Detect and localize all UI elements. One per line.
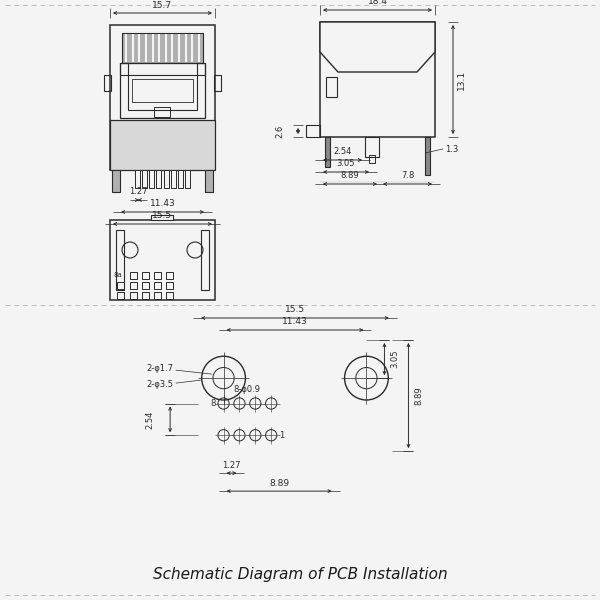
Bar xyxy=(157,170,161,188)
Text: 8.89: 8.89 xyxy=(341,172,359,181)
Text: 3.05: 3.05 xyxy=(390,350,399,368)
Bar xyxy=(185,170,190,188)
Text: 2.54: 2.54 xyxy=(334,148,352,157)
Bar xyxy=(104,75,111,91)
Bar xyxy=(142,292,149,299)
Bar xyxy=(214,75,221,91)
Bar xyxy=(164,170,169,188)
Bar xyxy=(122,33,203,63)
Bar xyxy=(135,170,140,188)
Bar xyxy=(201,230,209,290)
Bar xyxy=(154,282,161,289)
Bar xyxy=(154,272,161,279)
Bar xyxy=(326,77,337,97)
Bar xyxy=(132,79,193,102)
Text: 15.5: 15.5 xyxy=(152,211,173,220)
Text: 18.4: 18.4 xyxy=(367,0,388,7)
Text: 8a: 8a xyxy=(113,272,122,278)
Text: 8: 8 xyxy=(210,399,215,408)
Bar xyxy=(117,292,124,299)
Text: 8.89: 8.89 xyxy=(414,386,423,405)
Bar xyxy=(166,272,173,279)
Bar xyxy=(142,272,149,279)
Bar xyxy=(166,282,173,289)
Text: 1.3: 1.3 xyxy=(445,145,458,154)
Text: 11.43: 11.43 xyxy=(282,317,308,326)
Bar xyxy=(325,137,330,167)
Bar xyxy=(154,107,170,117)
Bar xyxy=(120,63,205,118)
Bar xyxy=(142,282,149,289)
Bar xyxy=(197,63,205,75)
Bar xyxy=(142,170,147,188)
Bar xyxy=(369,155,375,163)
Polygon shape xyxy=(320,22,435,72)
Text: 2-φ1.7: 2-φ1.7 xyxy=(146,364,173,373)
Bar xyxy=(110,25,215,170)
Text: 2.6: 2.6 xyxy=(275,124,284,137)
Bar xyxy=(117,282,124,289)
Bar xyxy=(110,120,215,170)
Text: 11.43: 11.43 xyxy=(149,199,175,208)
Bar xyxy=(122,33,203,63)
Bar xyxy=(110,220,215,300)
Bar xyxy=(154,292,161,299)
Bar xyxy=(171,170,176,188)
Bar xyxy=(166,292,173,299)
Text: 1.27: 1.27 xyxy=(222,461,241,470)
Bar xyxy=(306,125,320,137)
Bar xyxy=(128,75,197,110)
Bar xyxy=(130,292,137,299)
Text: 15.5: 15.5 xyxy=(285,305,305,314)
Bar xyxy=(365,137,379,157)
Bar xyxy=(205,170,213,192)
Text: 7.8: 7.8 xyxy=(401,172,414,181)
Bar xyxy=(151,215,173,220)
Bar xyxy=(120,63,128,75)
Bar xyxy=(112,170,120,192)
Bar xyxy=(149,170,154,188)
Text: 13.1: 13.1 xyxy=(457,70,466,89)
Text: 2-φ3.5: 2-φ3.5 xyxy=(146,380,173,389)
Bar xyxy=(178,170,183,188)
Text: 8-φ0.9: 8-φ0.9 xyxy=(234,385,261,394)
Text: 1.27: 1.27 xyxy=(129,187,148,196)
Text: 1: 1 xyxy=(279,431,284,440)
Text: 2.54: 2.54 xyxy=(146,410,155,428)
Bar xyxy=(130,282,137,289)
Bar xyxy=(320,22,435,137)
Bar xyxy=(116,230,124,290)
Bar xyxy=(130,272,137,279)
Text: 15.7: 15.7 xyxy=(152,1,173,10)
Text: Schematic Diagram of PCB Installation: Schematic Diagram of PCB Installation xyxy=(152,568,448,583)
Text: 8.89: 8.89 xyxy=(269,479,289,488)
Bar xyxy=(425,137,430,175)
Text: 3.05: 3.05 xyxy=(337,160,355,169)
